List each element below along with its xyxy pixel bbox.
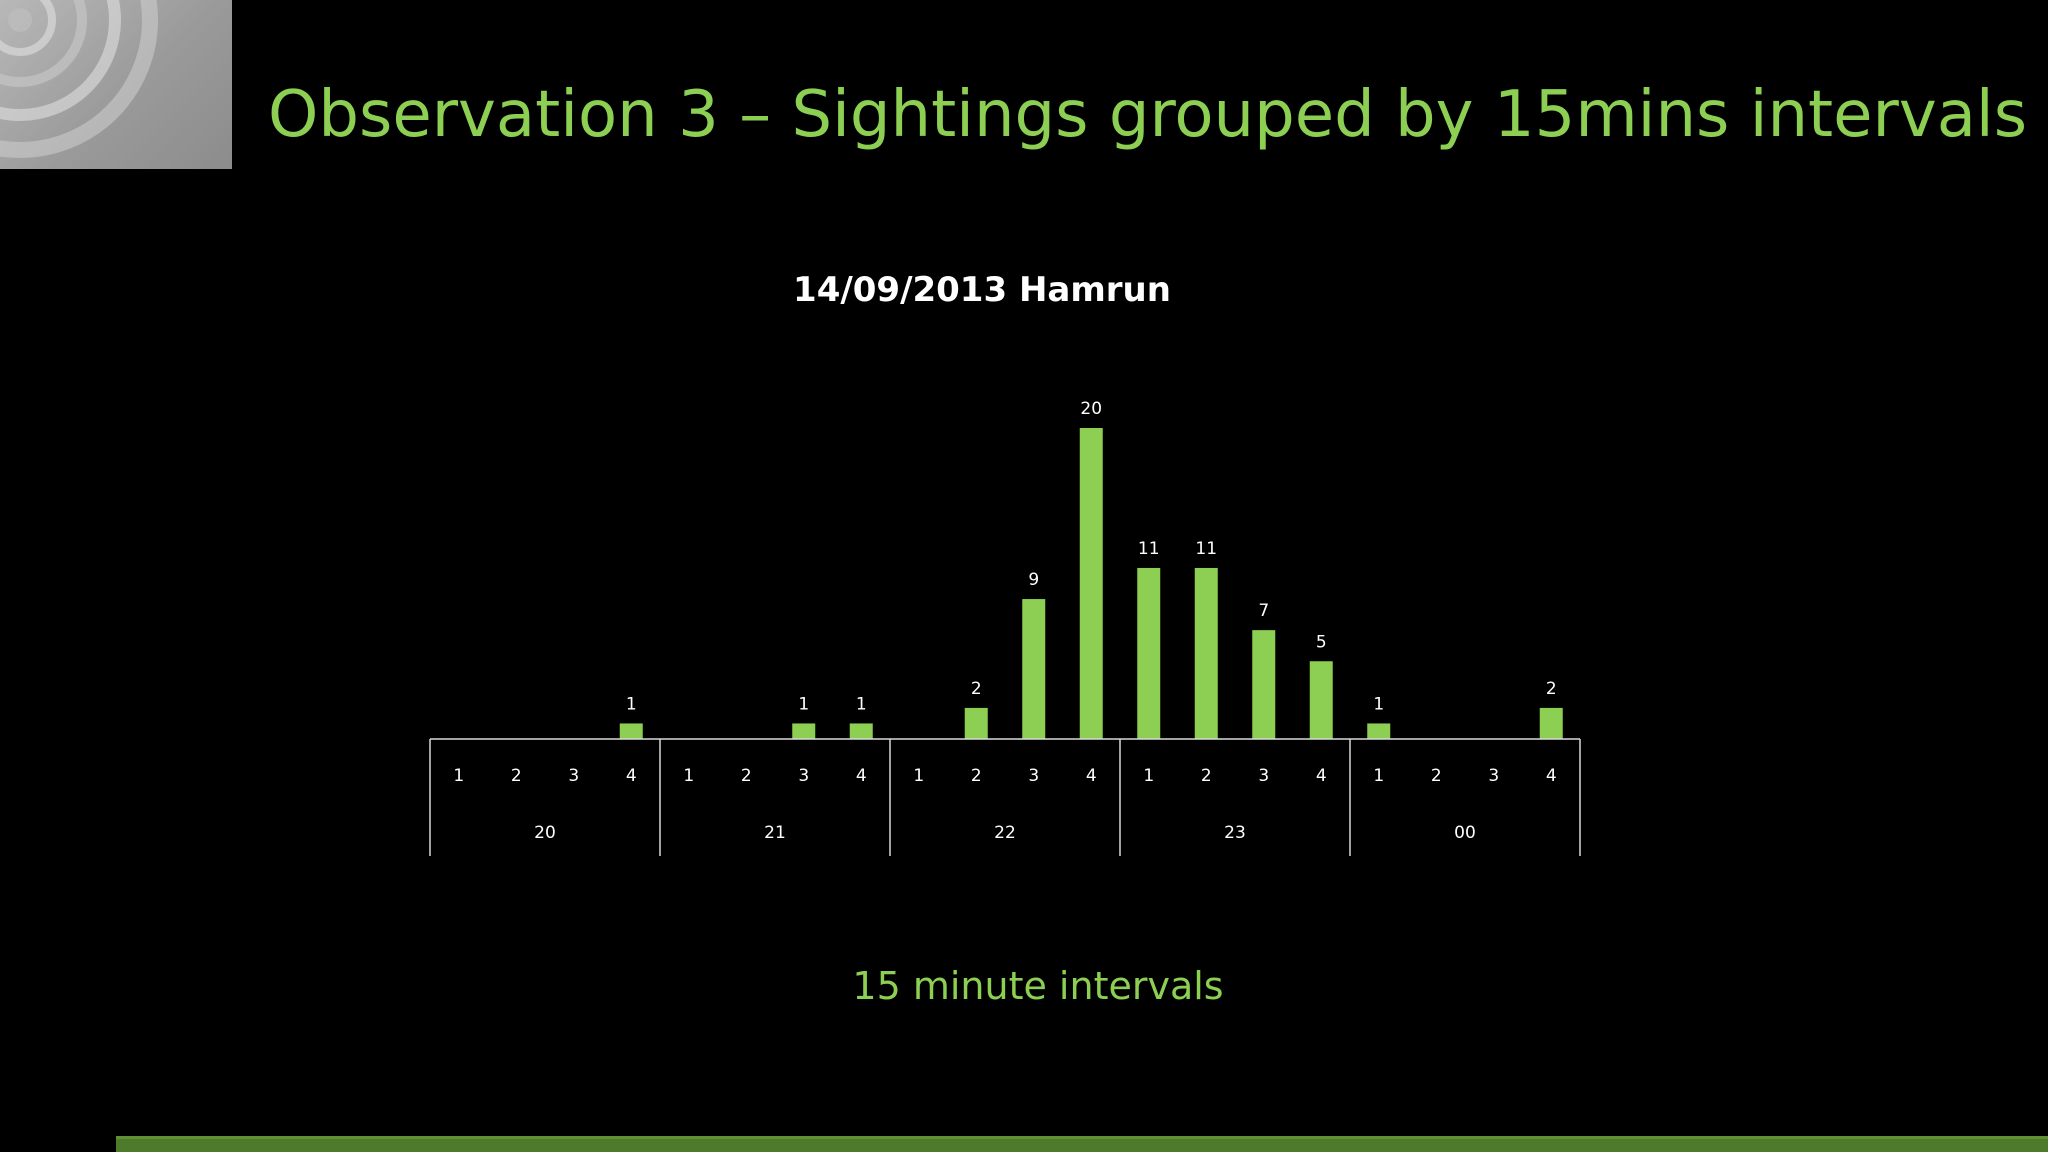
group-label: 22: [994, 823, 1016, 843]
tick-label: 2: [971, 766, 982, 786]
data-label: 7: [1258, 601, 1269, 621]
tick-label: 2: [1201, 766, 1212, 786]
data-label: 1: [1373, 694, 1384, 714]
bar: [1022, 599, 1046, 739]
tick-label: 1: [1373, 766, 1384, 786]
data-label: 9: [1028, 570, 1039, 590]
bar: [619, 723, 643, 739]
bar: [1194, 567, 1218, 739]
tick-label: 1: [453, 766, 464, 786]
data-label: 2: [971, 679, 982, 699]
tick-label: 4: [1546, 766, 1557, 786]
tick-label: 2: [741, 766, 752, 786]
group-label: 20: [534, 823, 556, 843]
tick-label: 3: [1028, 766, 1039, 786]
data-label: 1: [626, 694, 637, 714]
tick-label: 2: [1431, 766, 1442, 786]
tick-label: 4: [1316, 766, 1327, 786]
group-label: 00: [1454, 823, 1476, 843]
tick-label: 4: [1086, 766, 1097, 786]
bar: [1079, 428, 1103, 739]
bar: [1137, 567, 1161, 739]
tick-label: 2: [511, 766, 522, 786]
tick-label: 4: [626, 766, 637, 786]
data-label: 5: [1316, 632, 1327, 652]
tick-label: 1: [683, 766, 694, 786]
bar: [1252, 630, 1276, 739]
data-label: 20: [1080, 399, 1102, 419]
bar: [1367, 723, 1391, 739]
tick-label: 3: [568, 766, 579, 786]
spiral-shell-icon: [0, 0, 158, 158]
data-label: 2: [1546, 679, 1557, 699]
tick-label: 1: [1143, 766, 1154, 786]
tick-label: 3: [1488, 766, 1499, 786]
data-label: 1: [798, 694, 809, 714]
slide-title: Observation 3 – Sightings grouped by 15m…: [268, 78, 2028, 152]
tick-label: 1: [913, 766, 924, 786]
data-label: 11: [1195, 539, 1217, 559]
group-label: 23: [1224, 823, 1246, 843]
bar: [1539, 707, 1563, 739]
bar: [1309, 661, 1333, 739]
chart-title: 14/09/2013 Hamrun: [793, 270, 1171, 310]
tick-label: 3: [798, 766, 809, 786]
corner-photo: [0, 0, 232, 169]
tick-label: 3: [1258, 766, 1269, 786]
group-label: 21: [764, 823, 786, 843]
data-label: 11: [1138, 539, 1160, 559]
bar: [849, 723, 873, 739]
bar: [964, 707, 988, 739]
tick-label: 4: [856, 766, 867, 786]
footer-bar: [116, 1136, 2048, 1152]
data-label: 1: [856, 694, 867, 714]
bar: [792, 723, 816, 739]
x-axis-title: 15 minute intervals: [852, 964, 1223, 1008]
